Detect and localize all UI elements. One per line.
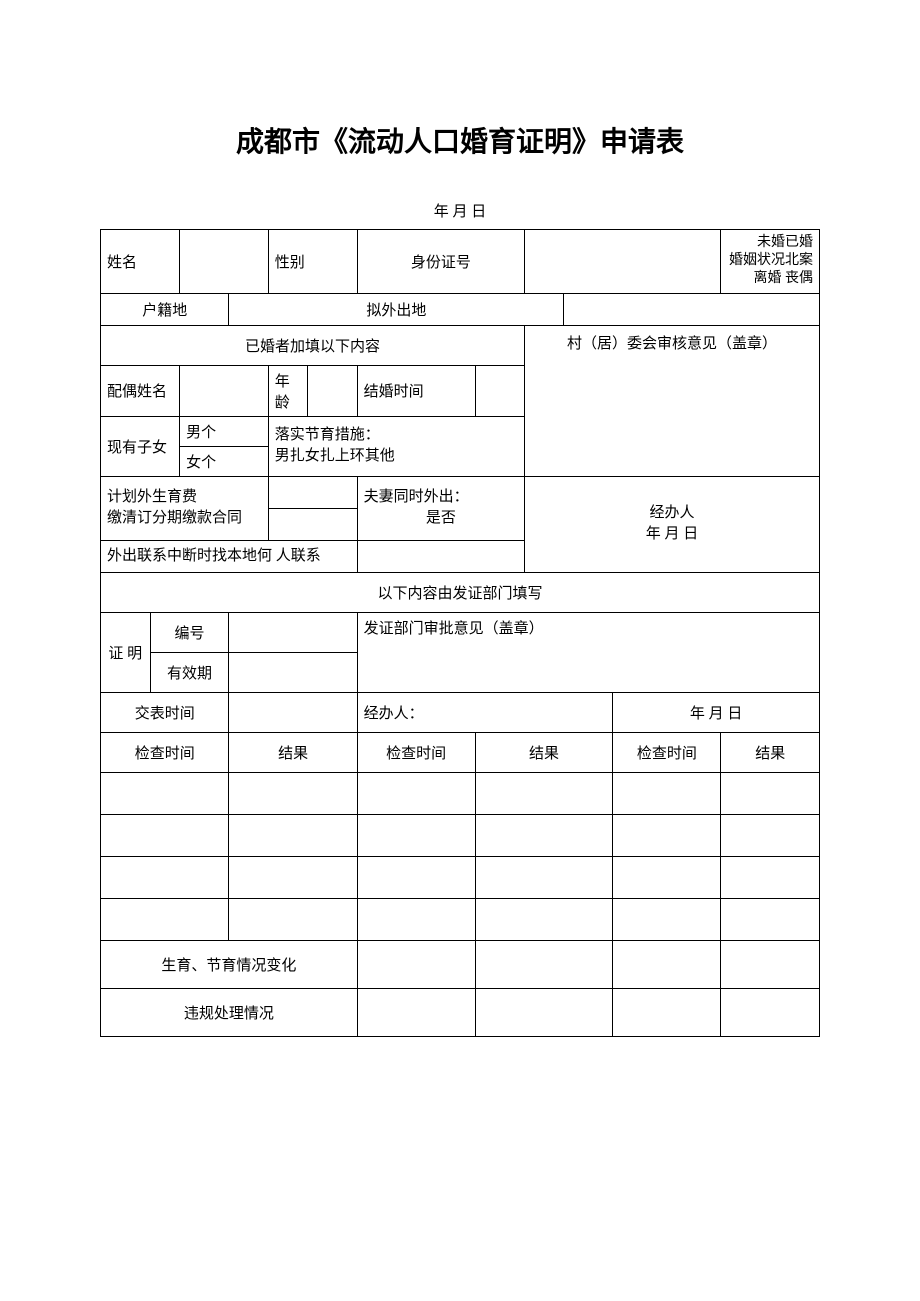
check-result-label-3: 结果 [721, 732, 820, 772]
committee-opinion-label: 村（居）委会审核意见（盖章） [531, 334, 813, 355]
submit-time-label: 交表时间 [101, 692, 229, 732]
birth-change-field-4[interactable] [721, 940, 820, 988]
id-field[interactable] [524, 230, 720, 294]
check-time-1-3[interactable] [613, 772, 721, 814]
check-time-label-1: 检查时间 [101, 732, 229, 772]
check-result-4-1[interactable] [229, 898, 357, 940]
check-result-1-1[interactable] [229, 772, 357, 814]
check-result-3-1[interactable] [229, 856, 357, 898]
birth-change-field-3[interactable] [613, 940, 721, 988]
waichu-label: 拟外出地 [229, 293, 564, 325]
check-time-1-2[interactable] [357, 772, 475, 814]
issuer-opinion-field[interactable]: 发证部门审批意见（盖章） [357, 612, 819, 692]
violation-field-2[interactable] [475, 988, 613, 1036]
page-title: 成都市《流动人口婚育证明》申请表 [100, 120, 820, 160]
birth-change-field-2[interactable] [475, 940, 613, 988]
spouse-age-label: 年龄 [268, 365, 308, 416]
check-time-4-1[interactable] [101, 898, 229, 940]
check-time-4-2[interactable] [357, 898, 475, 940]
name-field[interactable] [180, 230, 269, 294]
check-result-3-3[interactable] [721, 856, 820, 898]
cert-valid-field[interactable] [229, 652, 357, 692]
check-result-3-2[interactable] [475, 856, 613, 898]
fee-field-2[interactable] [268, 508, 357, 540]
check-time-2-1[interactable] [101, 814, 229, 856]
check-result-label-1: 结果 [229, 732, 357, 772]
children-female-field[interactable]: 女个 [180, 446, 269, 476]
check-time-1-1[interactable] [101, 772, 229, 814]
check-time-2-3[interactable] [613, 814, 721, 856]
spouse-name-field[interactable] [180, 365, 269, 416]
huji-label: 户籍地 [101, 293, 229, 325]
marriage-date-field[interactable] [475, 365, 524, 416]
check-time-2-2[interactable] [357, 814, 475, 856]
check-time-3-2[interactable] [357, 856, 475, 898]
check-result-1-3[interactable] [721, 772, 820, 814]
fee-field[interactable] [268, 476, 357, 508]
children-male-field[interactable]: 男个 [180, 416, 269, 446]
violation-field-4[interactable] [721, 988, 820, 1036]
committee-opinion-field[interactable]: 村（居）委会审核意见（盖章） [524, 325, 819, 476]
spouse-age-field[interactable] [308, 365, 357, 416]
waichu-field[interactable] [564, 293, 820, 325]
contact-label: 外出联系中断时找本地何 人联系 [101, 540, 358, 572]
violation-label: 违规处理情况 [101, 988, 358, 1036]
check-time-3-1[interactable] [101, 856, 229, 898]
contact-field[interactable] [357, 540, 524, 572]
check-result-label-2: 结果 [475, 732, 613, 772]
handler2-label: 经办人： [357, 692, 613, 732]
birth-change-field-1[interactable] [357, 940, 475, 988]
violation-field-1[interactable] [357, 988, 475, 1036]
birth-change-label: 生育、节育情况变化 [101, 940, 358, 988]
cert-number-label: 编号 [150, 612, 229, 652]
marriage-date-label: 结婚时间 [357, 365, 475, 416]
name-label: 姓名 [101, 230, 180, 294]
submit-time-field[interactable] [229, 692, 357, 732]
check-time-label-3: 检查时间 [613, 732, 721, 772]
check-result-4-2[interactable] [475, 898, 613, 940]
check-result-1-2[interactable] [475, 772, 613, 814]
couple-out-field[interactable]: 夫妻同时外出： 是否 [357, 476, 524, 540]
contraception-field[interactable]: 落实节育措施： 男扎女扎上环其他 [268, 416, 524, 476]
cert-valid-label: 有效期 [150, 652, 229, 692]
children-label: 现有子女 [101, 416, 180, 476]
date-header: 年 月 日 [100, 200, 820, 221]
cert-number-field[interactable] [229, 612, 357, 652]
spouse-name-label: 配偶姓名 [101, 365, 180, 416]
check-result-2-3[interactable] [721, 814, 820, 856]
check-time-3-3[interactable] [613, 856, 721, 898]
violation-field-3[interactable] [613, 988, 721, 1036]
fee-label: 计划外生育费 缴清订分期缴款合同 [101, 476, 269, 540]
issuer-section-header: 以下内容由发证部门填写 [101, 572, 820, 612]
check-time-label-2: 检查时间 [357, 732, 475, 772]
check-result-4-3[interactable] [721, 898, 820, 940]
id-label: 身份证号 [357, 230, 524, 294]
check-result-2-1[interactable] [229, 814, 357, 856]
handler2-date: 年 月 日 [613, 692, 820, 732]
application-form-table: 姓名 性别 身份证号 未婚已婚 婚姻状况北案 离婚 丧偶 户籍地 拟外出地 已婚… [100, 229, 820, 1037]
marital-status-field[interactable]: 未婚已婚 婚姻状况北案 离婚 丧偶 [721, 230, 820, 294]
cert-label: 证 明 [101, 612, 151, 692]
check-time-4-3[interactable] [613, 898, 721, 940]
check-result-2-2[interactable] [475, 814, 613, 856]
gender-label: 性别 [268, 230, 357, 294]
handler-field[interactable]: 经办人 年 月 日 [524, 476, 819, 572]
married-section-header: 已婚者加填以下内容 [101, 325, 525, 365]
